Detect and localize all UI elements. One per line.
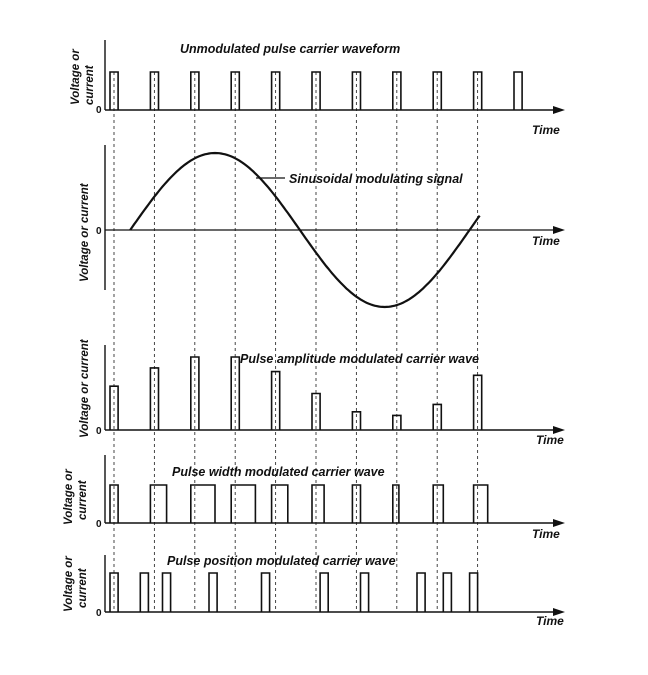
ppm-pulse <box>208 572 218 612</box>
time-axis-arrow <box>553 608 565 616</box>
pam-pulse <box>472 374 483 430</box>
panel-pwm: Voltage or current 0 Time Pulse width mo… <box>63 455 565 541</box>
pwm-pulse <box>270 484 289 523</box>
carrier-pulse <box>109 71 119 110</box>
panel-pam: Voltage or current 0 Time Pulse amplitud… <box>79 338 565 447</box>
time-axis-arrow <box>553 106 565 114</box>
y-axis-label-line1: Voltage or <box>70 49 82 105</box>
carrier-pulse <box>392 71 402 110</box>
carrier-pulse <box>472 71 483 110</box>
pulse-train <box>109 71 523 110</box>
sampling-guide-lines <box>113 72 479 612</box>
carrier-pulse <box>351 71 362 110</box>
carrier-pulse <box>149 71 160 110</box>
pwm-pulse <box>311 484 325 523</box>
carrier-pulse <box>230 71 241 110</box>
time-axis-label: Time <box>536 614 564 628</box>
ppm-pulse <box>161 572 172 612</box>
pwm-pulse <box>190 484 216 523</box>
ppm-pulse <box>319 572 329 612</box>
y-axis-label-line1: Voltage or <box>63 556 75 612</box>
pwm-pulse <box>230 484 257 523</box>
ppm-pulse <box>139 572 150 612</box>
pwm-pulse <box>351 484 362 523</box>
pam-pulse <box>432 403 443 430</box>
pwm-pulse <box>432 484 445 523</box>
time-axis-label: Time <box>536 433 564 447</box>
ppm-pulse <box>442 572 453 612</box>
zero-label: 0 <box>96 105 102 116</box>
time-axis-arrow <box>553 519 565 527</box>
zero-label: 0 <box>96 608 102 619</box>
ppm-pulse <box>359 572 370 612</box>
y-axis-label: Voltage or current <box>79 338 91 438</box>
zero-label: 0 <box>96 519 102 530</box>
zero-label: 0 <box>96 426 102 437</box>
pam-pulse <box>392 414 402 430</box>
pam-pulse <box>351 411 362 430</box>
ppm-pulses <box>109 572 479 612</box>
pam-pulse <box>109 385 119 430</box>
y-axis-label: Voltage or current <box>79 182 91 282</box>
panel-title-ppm: Pulse position modulated carrier wave <box>167 554 396 568</box>
pam-pulse <box>190 356 200 430</box>
time-axis-label: Time <box>532 123 560 137</box>
panel-title-pwm: Pulse width modulated carrier wave <box>172 465 385 479</box>
time-axis-arrow <box>553 226 565 234</box>
y-axis-label-line1: Voltage or <box>63 469 75 525</box>
panel-unmodulated-carrier: Unmodulated pulse carrier waveform Volta… <box>70 40 565 137</box>
time-axis-label: Time <box>532 234 560 248</box>
y-axis-label-line2: current <box>77 567 89 608</box>
pam-pulse <box>149 367 160 430</box>
ppm-pulse <box>260 572 271 612</box>
time-axis-arrow <box>553 426 565 434</box>
carrier-pulse <box>513 71 523 110</box>
panel-title-pam: Pulse amplitude modulated carrier wave <box>240 352 479 366</box>
panel-modulating-signal: Voltage or current 0 Time Sinusoidal mod… <box>79 145 565 309</box>
y-axis-label-line2: current <box>84 64 96 105</box>
ppm-pulse <box>468 572 479 612</box>
pam-pulses <box>109 356 483 430</box>
y-axis-label-line2: current <box>77 479 89 520</box>
ppm-pulse <box>109 572 119 612</box>
time-axis-label: Time <box>532 527 560 541</box>
pwm-pulses <box>109 484 489 523</box>
sine-wave <box>129 151 481 309</box>
carrier-pulse <box>190 71 200 110</box>
panel-title-unmodulated: Unmodulated pulse carrier waveform <box>180 42 400 56</box>
carrier-pulse <box>432 71 443 110</box>
pwm-pulse <box>149 484 168 523</box>
pam-pulse <box>270 370 281 430</box>
carrier-pulse <box>270 71 281 110</box>
pam-pulse <box>311 392 321 430</box>
carrier-pulse <box>311 71 321 110</box>
signal-callout-label: Sinusoidal modulating signal <box>289 172 463 186</box>
zero-label: 0 <box>96 226 102 237</box>
ppm-pulse <box>416 572 426 612</box>
pwm-pulse <box>392 484 400 523</box>
panel-ppm: Voltage or current 0 Time Pulse position… <box>63 554 565 628</box>
pwm-pulse <box>109 484 119 523</box>
pam-pulse <box>230 356 241 430</box>
pwm-pulse <box>472 484 489 523</box>
